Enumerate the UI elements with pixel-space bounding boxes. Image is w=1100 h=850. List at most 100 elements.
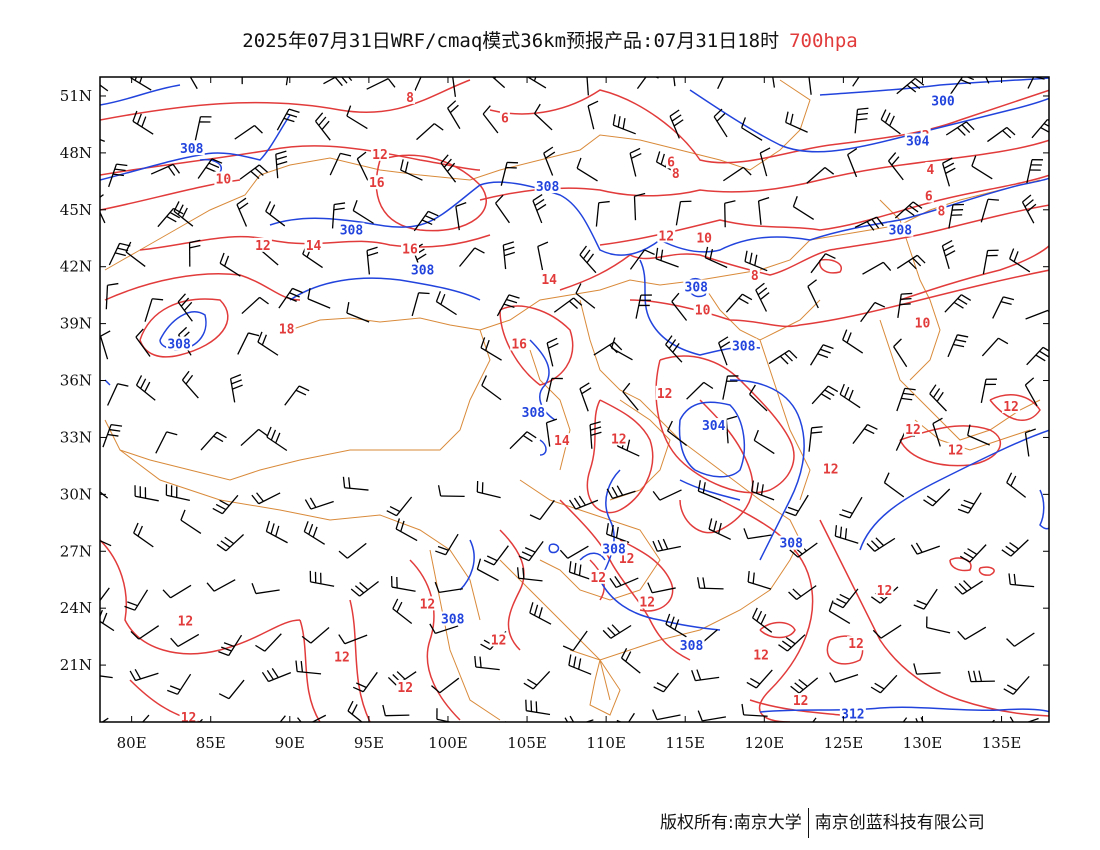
wind-barb xyxy=(459,247,485,267)
height-label-bg xyxy=(839,706,866,721)
wind-barb xyxy=(545,377,563,402)
wind-barb xyxy=(1026,159,1044,184)
wind-barb xyxy=(880,109,901,135)
temperature-contour-label: 6 xyxy=(501,112,509,127)
height-label-bg xyxy=(887,222,914,237)
wind-barb xyxy=(315,112,331,141)
temperature-contours xyxy=(100,79,1049,722)
height-contour-label: 308 xyxy=(685,281,709,296)
wind-barb xyxy=(437,485,465,498)
wind-barb xyxy=(241,296,269,315)
temperature-label-bg xyxy=(665,154,676,169)
wind-barb xyxy=(504,721,507,722)
wind-barb xyxy=(586,77,589,96)
lat-tick-label: 39N xyxy=(60,315,92,333)
wind-barb xyxy=(1003,675,1030,695)
temperature-contour-label: 6 xyxy=(667,155,675,170)
temperature-contour-label: 16 xyxy=(369,176,385,191)
wind-barb xyxy=(751,607,773,633)
wind-barb xyxy=(411,292,430,317)
wind-barb xyxy=(455,201,467,231)
temperature-label-bg xyxy=(693,302,712,317)
wind-barb xyxy=(135,328,151,357)
wind-barb xyxy=(612,114,636,135)
temperature-contour-label: 12 xyxy=(420,597,436,612)
height-contour-label: 304 xyxy=(702,419,726,434)
height-label-bg xyxy=(930,93,957,108)
height-label-bg xyxy=(904,133,931,148)
temperature-contour-label: 12 xyxy=(657,387,673,402)
wind-barb xyxy=(913,663,941,675)
wind-barb xyxy=(237,332,260,355)
wind-barb xyxy=(100,194,106,224)
wind-barb xyxy=(197,158,223,179)
wind-barb xyxy=(665,335,683,363)
wind-barb xyxy=(206,579,236,592)
temperature-contour-label: 10 xyxy=(696,231,712,246)
wind-barb xyxy=(395,518,418,542)
temperature-contour-label: 12 xyxy=(611,432,627,447)
wind-barb xyxy=(896,254,926,270)
wind-barb xyxy=(251,583,280,595)
wind-barb xyxy=(144,298,164,322)
wind-barb xyxy=(440,154,457,183)
temperature-label-bg xyxy=(923,188,934,203)
wind-barb xyxy=(307,287,331,309)
wind-barb xyxy=(390,576,416,592)
wind-barb xyxy=(285,77,289,86)
wind-barb xyxy=(610,337,633,361)
temperature-label-bg xyxy=(418,596,437,611)
wind-barb xyxy=(346,105,368,130)
wind-barb xyxy=(778,634,806,652)
wind-barb xyxy=(350,580,379,597)
temperature-label-bg xyxy=(405,89,416,104)
height-contour-label: 308 xyxy=(167,337,191,352)
wind-barb xyxy=(666,420,688,447)
lon-tick-label: 85E xyxy=(196,734,226,752)
wind-barb xyxy=(704,246,728,269)
wind-barb xyxy=(741,703,768,717)
temperature-label-bg xyxy=(499,110,510,125)
temperature-contour-label: 12 xyxy=(658,229,674,244)
height-contour-label: 304 xyxy=(906,135,930,150)
wind-barb xyxy=(130,77,152,91)
lon-tick-label: 80E xyxy=(117,734,147,752)
wind-barb xyxy=(434,581,463,594)
wind-barb xyxy=(100,330,111,360)
height-contour-label: 308 xyxy=(411,264,435,279)
wind-barb xyxy=(652,709,681,721)
wind-barb xyxy=(452,77,457,97)
wind-barb xyxy=(691,669,720,682)
temperature-label-bg xyxy=(332,649,351,664)
wind-barb xyxy=(100,587,110,602)
wind-barb xyxy=(537,241,549,271)
wind-barb xyxy=(279,715,286,722)
wind-barb xyxy=(435,533,459,556)
wind-barb xyxy=(957,626,987,641)
wind-barb xyxy=(810,253,836,274)
height-contours xyxy=(100,77,1049,713)
wind-barb xyxy=(635,294,652,319)
wind-barb xyxy=(811,385,839,405)
wind-barb xyxy=(356,151,369,181)
wind-barb xyxy=(809,344,834,366)
wind-barb xyxy=(957,492,982,514)
lat-tick-label: 27N xyxy=(60,542,92,560)
wind-barb xyxy=(910,542,940,555)
wind-barb xyxy=(636,77,659,90)
temperature-label-bg xyxy=(489,632,508,647)
temperature-label-bg xyxy=(1002,399,1021,414)
wind-barb xyxy=(141,714,150,722)
wind-barb xyxy=(915,717,924,722)
height-contour-label: 300 xyxy=(931,95,955,110)
pressure-level: 700hpa xyxy=(789,30,858,52)
wind-barb xyxy=(808,426,823,452)
wind-barb xyxy=(883,472,905,498)
wind-barb xyxy=(897,292,913,318)
wind-barb xyxy=(568,654,592,675)
wind-barb xyxy=(1006,472,1027,498)
wind-barb xyxy=(741,117,763,141)
temperature-label-bg xyxy=(176,613,195,628)
height-label-bg xyxy=(520,404,547,419)
wind-barb xyxy=(768,349,798,365)
